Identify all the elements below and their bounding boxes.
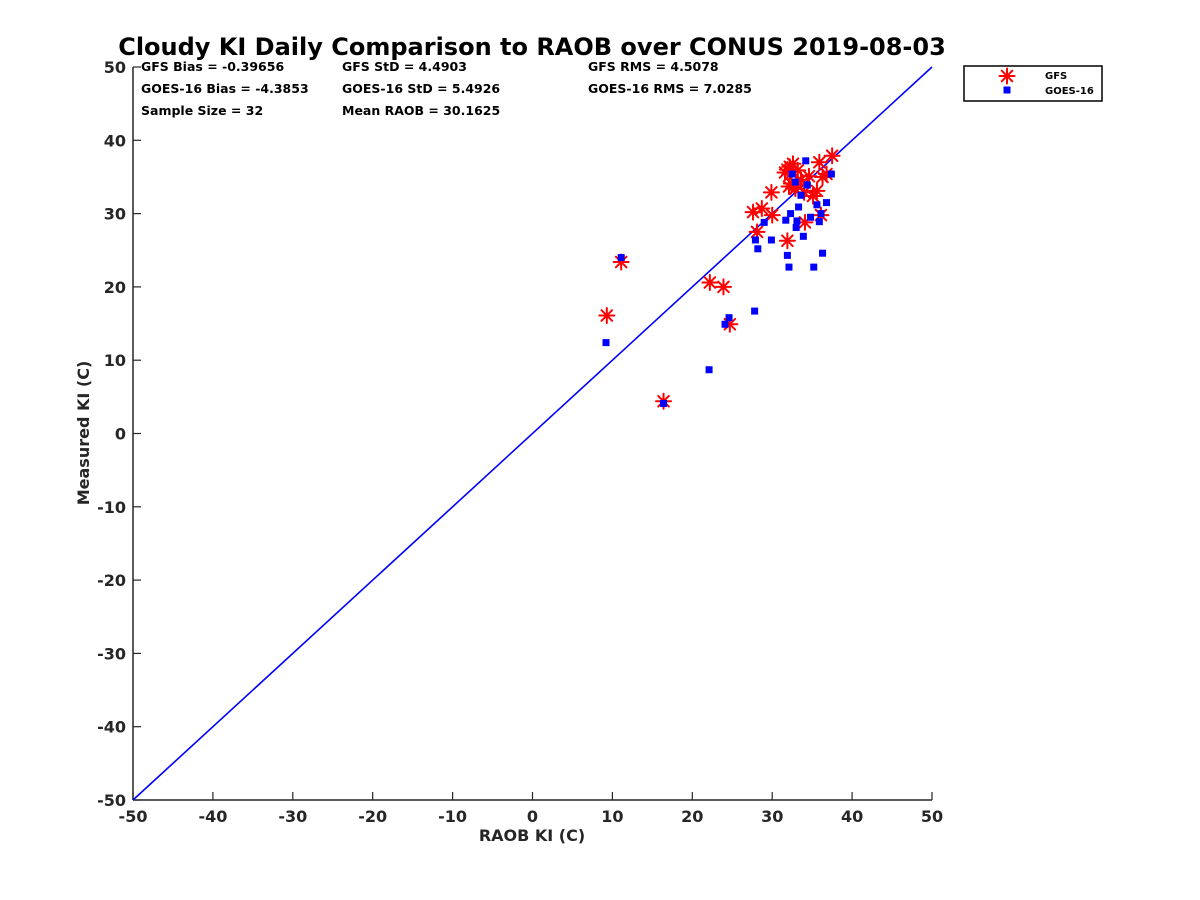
y-tick-label: -30: [97, 644, 126, 663]
x-tick-label: -50: [119, 807, 148, 826]
goes-16-point: [787, 210, 795, 218]
goes-16-point: [792, 224, 800, 232]
y-axis-label: Measured KI (C): [74, 361, 93, 506]
goes-16-point: [827, 170, 835, 178]
stat-goes-std: GOES-16 StD = 5.4926: [342, 81, 500, 96]
gfs-point: [763, 206, 781, 224]
x-tick-label: 10: [601, 807, 623, 826]
gfs-point: [714, 278, 732, 296]
gfs-point: [598, 306, 616, 324]
goes-16-point: [795, 203, 803, 211]
legend-gfs-asterisk: [998, 67, 1016, 85]
goes-16-point: [819, 249, 827, 257]
y-tick-label: -20: [97, 571, 126, 590]
goes-16-point: [802, 157, 810, 165]
series-gfs-points: [598, 147, 841, 410]
gfs-point: [808, 182, 826, 200]
gfs-point: [701, 274, 719, 292]
stat-sample-size: Sample Size = 32: [141, 103, 263, 118]
gfs-point: [753, 199, 771, 217]
stats-block: GFS Bias = -0.39656 GFS StD = 4.4903 GFS…: [141, 59, 752, 118]
goes-16-point: [823, 199, 831, 207]
stat-gfs-bias: GFS Bias = -0.39656: [141, 59, 284, 74]
x-tick-label: 20: [681, 807, 703, 826]
goes-16-point: [797, 191, 805, 199]
goes-16-point: [721, 320, 729, 328]
legend-goes-16-square: [1003, 86, 1011, 94]
goes-16-point: [725, 314, 733, 322]
legend-label-gfs: GFS: [1045, 71, 1067, 82]
goes-16-point: [660, 399, 668, 407]
stat-gfs-std: GFS StD = 4.4903: [342, 59, 467, 74]
y-tick-label: 40: [104, 131, 126, 150]
goes-16-point: [813, 201, 821, 209]
x-tick-label: 40: [841, 807, 863, 826]
goes-16-point: [791, 178, 799, 186]
gfs-point: [762, 183, 780, 201]
x-tick-label: 0: [527, 807, 538, 826]
x-tick-label: 50: [921, 807, 943, 826]
goes-16-point: [810, 263, 818, 271]
gfs-point: [810, 153, 828, 171]
gfs-point: [800, 167, 818, 185]
stat-goes-rms: GOES-16 RMS = 7.0285: [588, 81, 752, 96]
y-tick-label: -50: [97, 791, 126, 810]
goes-16-point: [767, 236, 775, 244]
x-axis-label: RAOB KI (C): [479, 826, 585, 845]
y-tick-label: 30: [104, 205, 126, 224]
y-tick-label: -40: [97, 718, 126, 737]
goes-16-point: [807, 213, 815, 221]
x-tick-label: -40: [198, 807, 227, 826]
gfs-point: [778, 232, 796, 250]
gfs-point: [778, 161, 796, 179]
stat-goes-bias: GOES-16 Bias = -4.3853: [141, 81, 309, 96]
plot-axes: -50 -40 -30 -20 -10 0 10 20 30 40 50 -50 -40 -30 -20 -1…: [97, 58, 943, 826]
y-tick-label: 20: [104, 278, 126, 297]
gfs-point: [612, 253, 630, 271]
y-tick-label: -10: [97, 498, 126, 517]
x-tick-label: 30: [761, 807, 783, 826]
goes-16-point: [785, 263, 793, 271]
legend-marker-gfs: [998, 67, 1016, 85]
goes-16-point: [799, 232, 807, 240]
goes-16-point: [815, 218, 823, 226]
y-tick-label: 0: [115, 425, 126, 444]
goes-16-point: [782, 216, 790, 224]
goes-16-point: [817, 210, 825, 218]
goes-16-point: [788, 170, 796, 178]
stat-gfs-rms: GFS RMS = 4.5078: [588, 59, 719, 74]
goes-16-point: [705, 366, 713, 374]
x-tick-label: -30: [278, 807, 307, 826]
goes-16-point: [783, 251, 791, 259]
goes-16-point: [760, 218, 768, 226]
goes-16-point: [602, 339, 610, 347]
y-tick-label: 50: [104, 58, 126, 77]
goes-16-point: [617, 254, 625, 262]
goes-16-point: [793, 217, 801, 225]
goes-16-point: [751, 236, 759, 244]
stat-mean-raob: Mean RAOB = 30.1625: [342, 103, 500, 118]
legend: GFS GOES-16: [963, 65, 1103, 102]
goes-16-point: [754, 245, 762, 253]
legend-box: [963, 65, 1103, 102]
y-tick-label: 10: [104, 351, 126, 370]
goes-16-point: [803, 181, 811, 189]
legend-label-goes-16: GOES-16: [1045, 86, 1094, 97]
chart-title: Cloudy KI Daily Comparison to RAOB over …: [118, 33, 946, 61]
gfs-point: [823, 147, 841, 165]
x-tick-label: -20: [358, 807, 387, 826]
series-goes-points: [602, 157, 835, 407]
x-tick-label: -10: [438, 807, 467, 826]
legend-marker-goes-16: [1003, 86, 1011, 94]
goes-16-point: [751, 307, 759, 315]
